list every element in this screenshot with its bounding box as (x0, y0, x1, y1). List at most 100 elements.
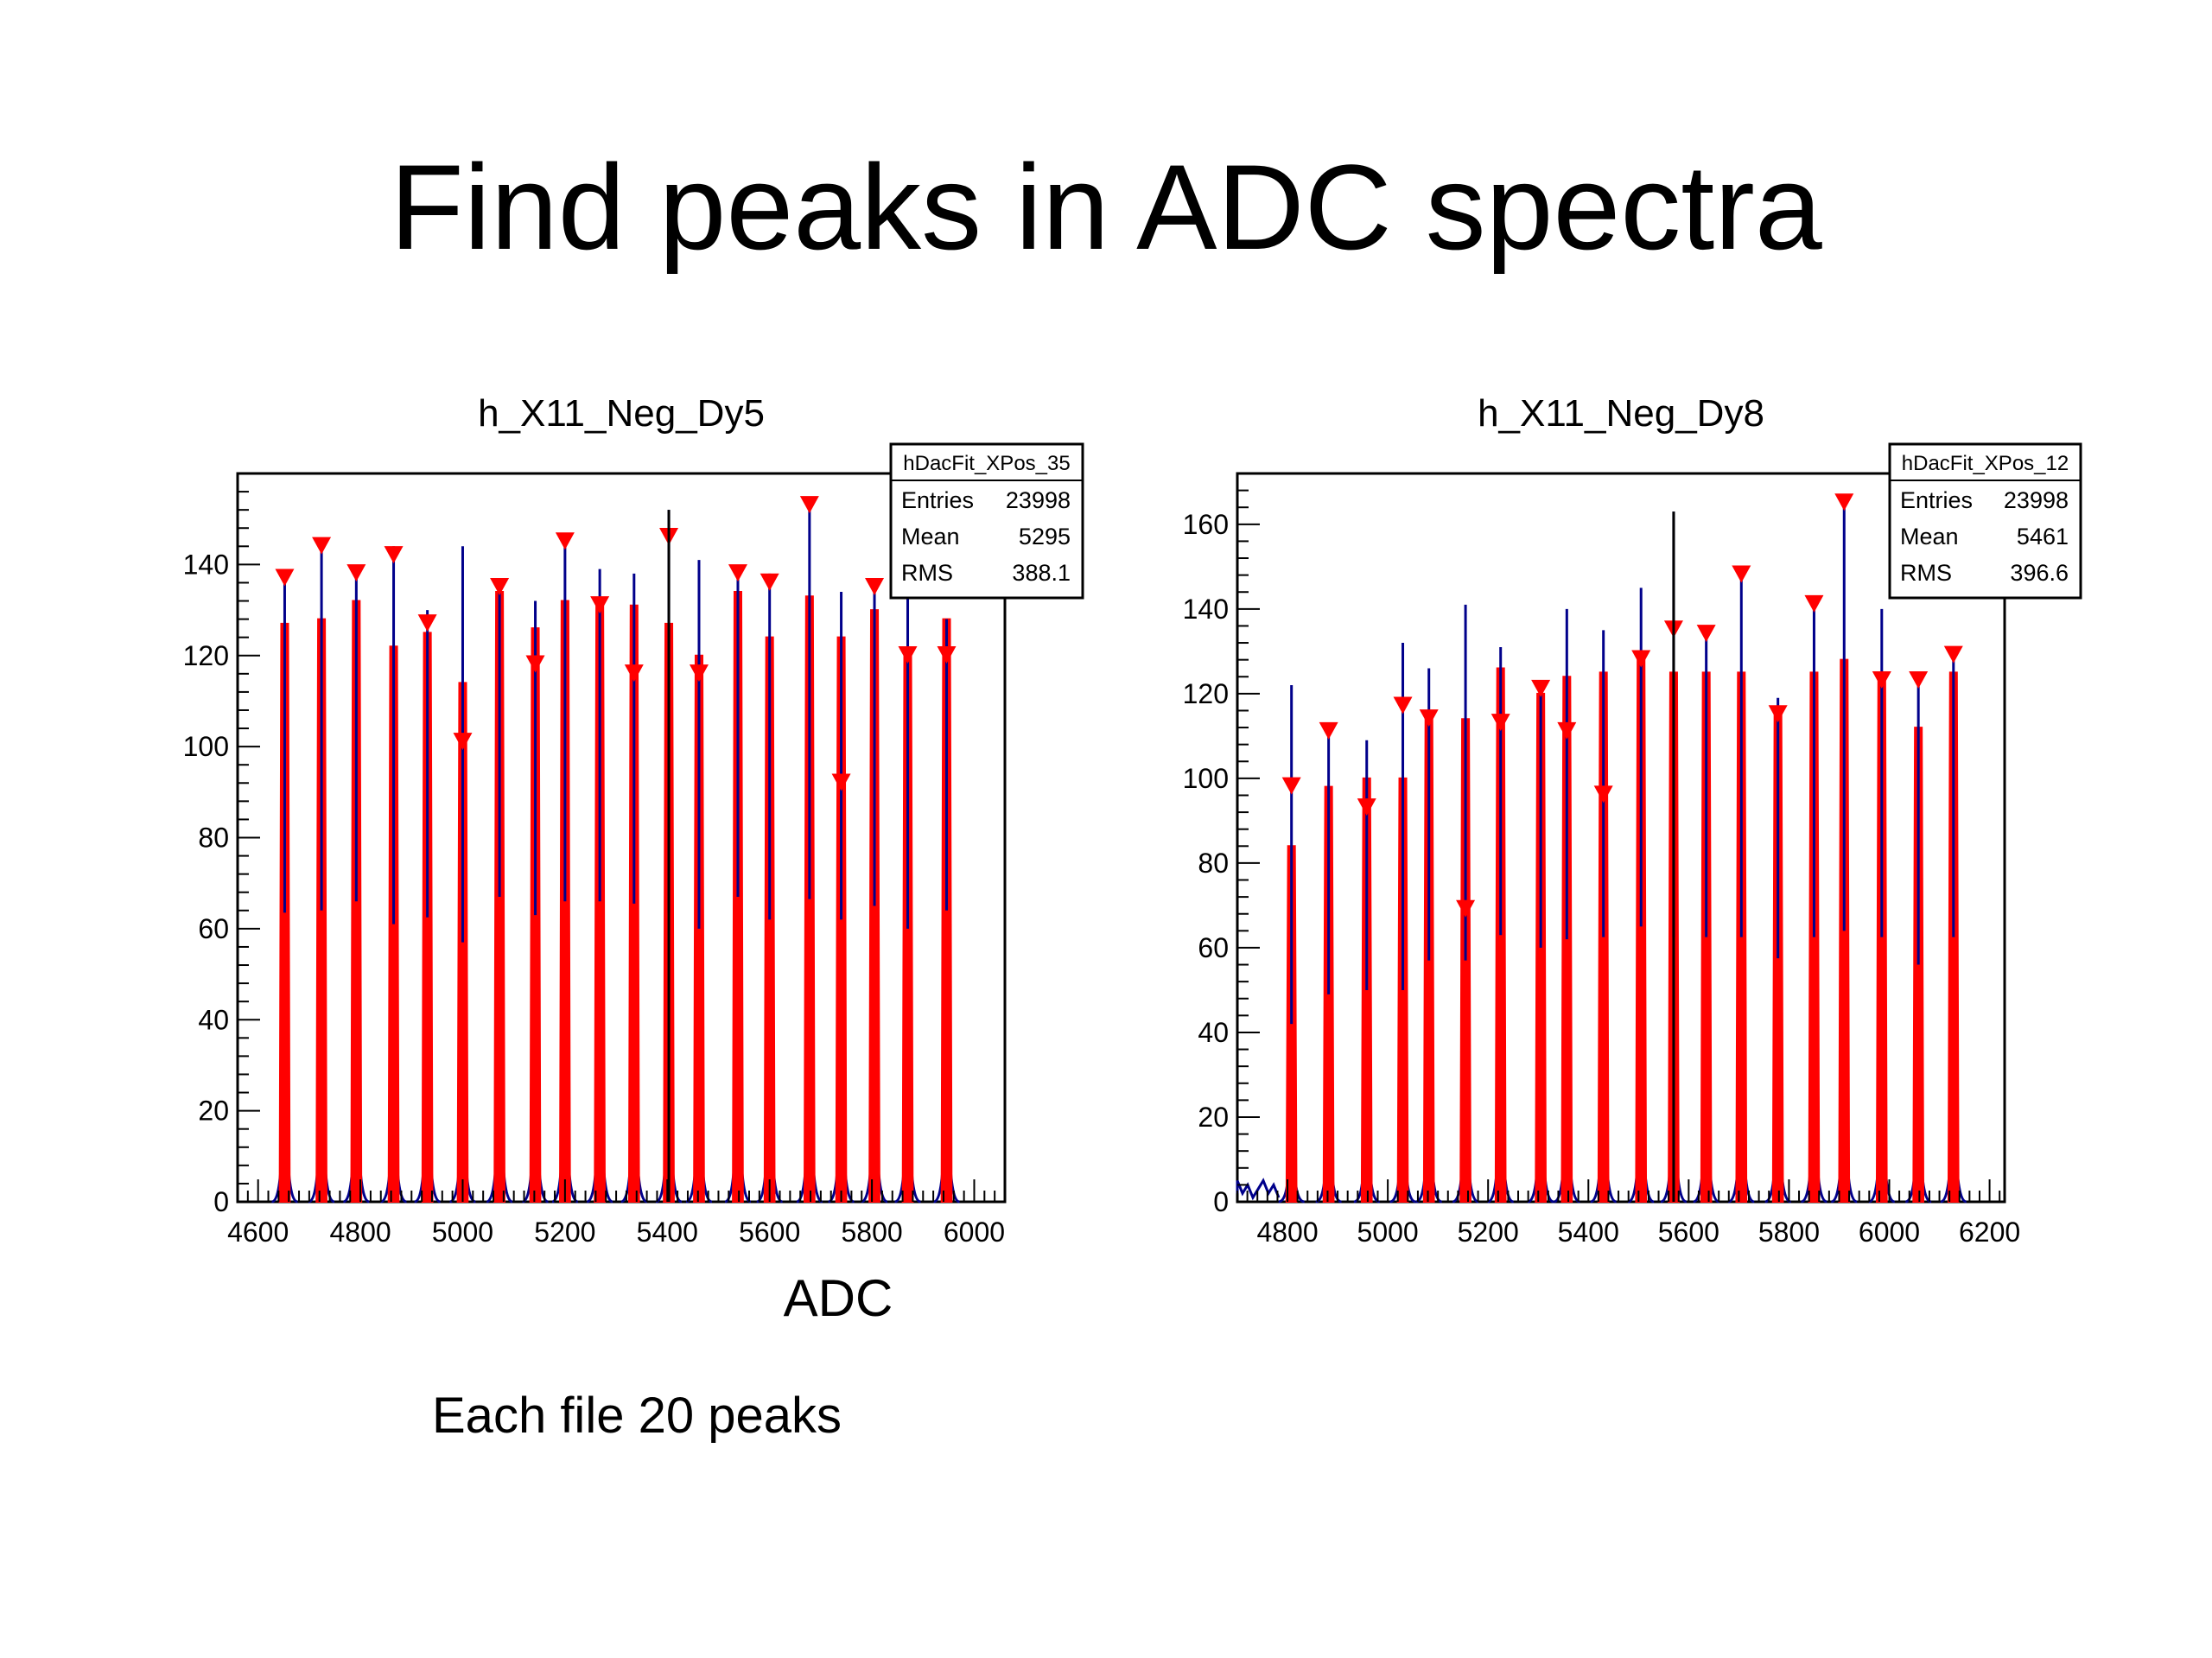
x-tick-label: 4800 (329, 1217, 391, 1248)
y-tick-label: 120 (183, 640, 229, 671)
y-tick-label: 60 (1198, 932, 1229, 963)
fit-peak (868, 609, 880, 1203)
x-tick-label: 5000 (1357, 1217, 1419, 1248)
stats-box-name: hDacFit_XPos_35 (903, 452, 1070, 475)
stats-row-label: Entries (1900, 487, 1973, 513)
peak-marker (1319, 721, 1338, 740)
chart-right: h_X11_Neg_Dy8 4800 5000 5200 5400 5600 5800 600… (1183, 392, 2082, 1248)
peak-marker (1281, 777, 1301, 795)
stats-row-value: 23998 (1006, 487, 1071, 513)
peak-marker (1557, 721, 1577, 740)
fit-peak (627, 604, 640, 1203)
fit-peak (278, 622, 291, 1203)
y-tick-label: 160 (1183, 509, 1229, 540)
peak-marker (555, 532, 575, 550)
peak-marker (728, 564, 747, 582)
stats-row-value: 396.6 (2010, 560, 2069, 586)
stats-row-label: Mean (901, 524, 960, 549)
y-tick-label: 140 (183, 549, 229, 580)
baseline-noise (1236, 1178, 1281, 1201)
y-tick-label: 40 (198, 1004, 229, 1035)
stats-row-label: RMS (901, 560, 953, 586)
x-tick-label: 4600 (227, 1217, 289, 1248)
peak-marker (1732, 565, 1751, 583)
peak-marker (1531, 679, 1551, 697)
fit-peak (529, 627, 542, 1203)
peak-marker (831, 773, 851, 791)
peak-marker (590, 596, 610, 614)
y-tick-label: 80 (1198, 848, 1229, 879)
stats-row-value: 5295 (1019, 524, 1071, 549)
peak-marker (760, 573, 779, 591)
stats-box (889, 442, 1084, 600)
peak-marker (1357, 798, 1376, 816)
peak-marker (1393, 696, 1413, 715)
x-tick-label: 5800 (841, 1217, 902, 1248)
stats-box (1888, 442, 2082, 600)
fit-peak (387, 645, 400, 1203)
fit-peak (1597, 671, 1610, 1203)
peak-marker (1696, 625, 1716, 643)
peak-marker (453, 733, 473, 751)
peak-marker (1491, 714, 1510, 732)
slide-title: Find peaks in ADC spectra (390, 139, 1822, 275)
x-tick-label: 5200 (1458, 1217, 1519, 1248)
x-tick-label: 5200 (534, 1217, 595, 1248)
peak-marker (1943, 645, 1963, 664)
caption: Each file 20 peaks (432, 1388, 842, 1444)
x-tick-label: 5600 (739, 1217, 800, 1248)
stats-box-name: hDacFit_XPos_12 (1902, 452, 2069, 475)
x-tick-label: 6000 (944, 1217, 1005, 1248)
x-tick-label: 5000 (432, 1217, 493, 1248)
peak-marker (1631, 650, 1651, 668)
plot-frame (1236, 472, 2006, 1204)
peak-marker (865, 577, 885, 595)
x-tick-label: 5600 (1658, 1217, 1719, 1248)
peak-marker (799, 496, 819, 514)
y-tick-label: 120 (1183, 678, 1229, 709)
y-tick-label: 60 (198, 913, 229, 944)
chart-left: h_X11_Neg_Dy5 4600 4800 5000 5200 5400 5600 580… (183, 392, 1084, 1248)
peak-marker (624, 664, 644, 683)
peak-marker (312, 537, 332, 555)
stats-row-label: RMS (1900, 560, 1952, 586)
chart-title: h_X11_Neg_Dy8 (1478, 392, 1764, 435)
peak-marker (937, 646, 957, 664)
peak-marker (689, 664, 709, 683)
x-tick-label: 4800 (1256, 1217, 1318, 1248)
x-tick-label: 6000 (1859, 1217, 1920, 1248)
peak-marker (1909, 671, 1929, 689)
x-axis-label: ADC (783, 1269, 893, 1327)
fit-peak (1808, 671, 1821, 1203)
fit-peak (1396, 777, 1409, 1203)
stats-row-value: 23998 (2004, 487, 2069, 513)
x-tick-label: 6200 (1959, 1217, 2020, 1248)
y-tick-label: 80 (198, 823, 229, 854)
x-tick-label: 5400 (1558, 1217, 1619, 1248)
stats-row-value: 388.1 (1012, 560, 1071, 586)
y-tick-label: 0 (213, 1186, 229, 1217)
peak-marker (1804, 594, 1824, 613)
y-tick-label: 100 (183, 731, 229, 762)
peak-marker (1834, 493, 1854, 511)
x-tick-label: 5400 (637, 1217, 698, 1248)
peak-marker (1593, 785, 1613, 804)
peak-marker (1872, 671, 1891, 689)
stats-row-label: Entries (901, 487, 974, 513)
y-tick-label: 100 (1183, 763, 1229, 794)
peak-marker (275, 569, 295, 587)
fit-peak (1947, 671, 1960, 1203)
stats-row-value: 5461 (2017, 524, 2069, 549)
peak-marker (1419, 709, 1439, 727)
peak-marker (490, 577, 510, 595)
peak-marker (346, 564, 366, 582)
y-tick-label: 20 (1198, 1102, 1229, 1133)
peak-marker (898, 646, 918, 664)
fit-peak (1735, 671, 1748, 1203)
chart-title: h_X11_Neg_Dy5 (478, 392, 765, 435)
peak-marker (1768, 705, 1788, 723)
peak-marker (1456, 899, 1476, 918)
y-tick-label: 40 (1198, 1017, 1229, 1048)
x-tick-label: 5800 (1758, 1217, 1820, 1248)
